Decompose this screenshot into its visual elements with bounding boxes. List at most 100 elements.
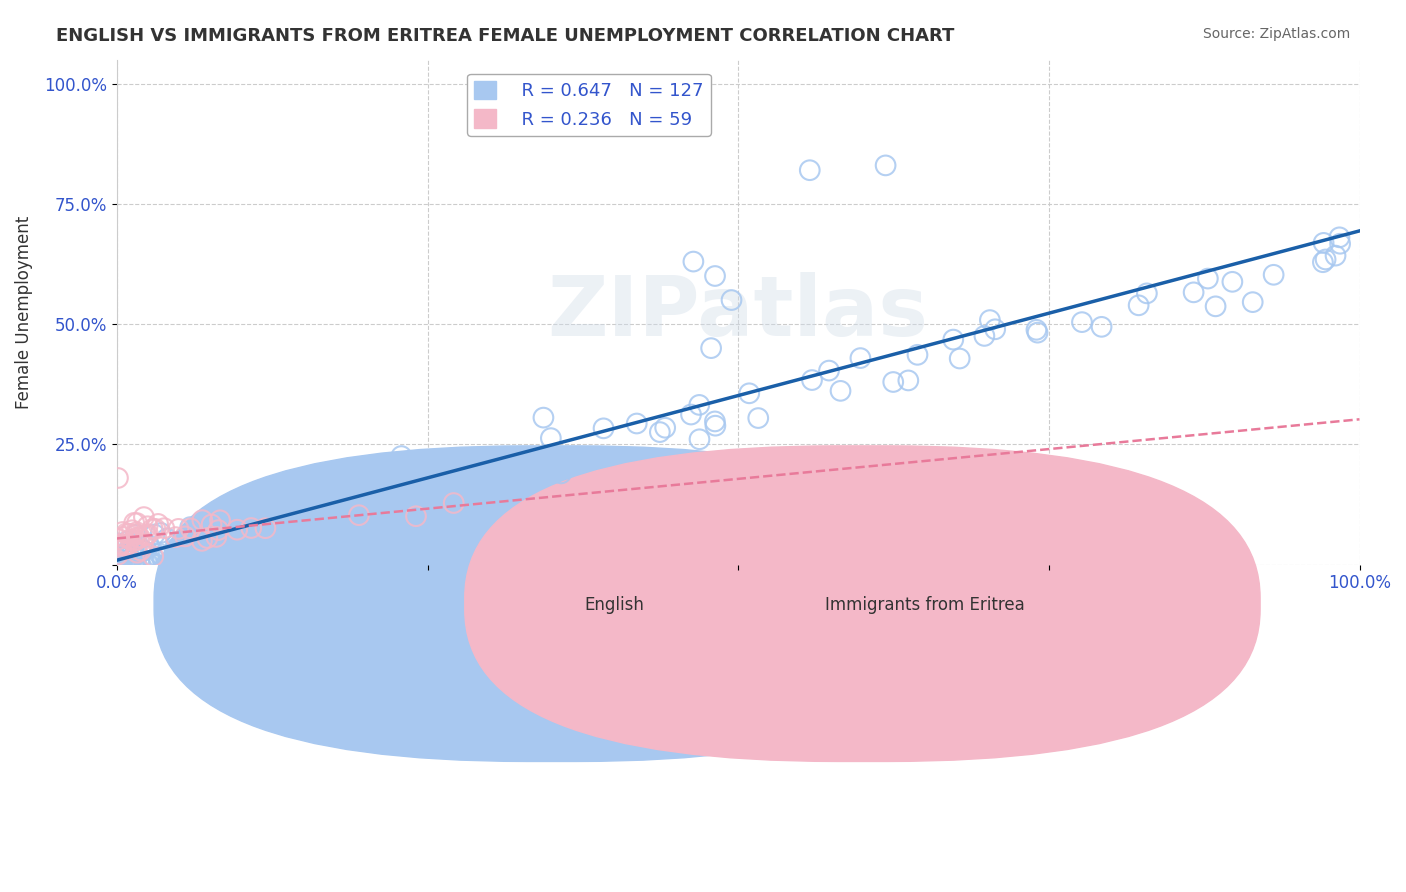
English — [146, 549, 169, 564]
English — [264, 508, 287, 523]
Immigrants from Eritrea — [111, 524, 134, 539]
English — [165, 541, 187, 556]
English — [1329, 230, 1351, 244]
English — [132, 543, 155, 558]
English — [799, 163, 821, 178]
English — [128, 552, 150, 566]
English — [1315, 252, 1337, 267]
Immigrants from Eritrea — [107, 548, 129, 562]
Immigrants from Eritrea — [347, 508, 370, 523]
Text: ZIPatlas: ZIPatlas — [548, 271, 929, 352]
Immigrants from Eritrea — [153, 521, 176, 535]
English — [907, 348, 929, 362]
Immigrants from Eritrea — [180, 521, 202, 535]
English — [142, 558, 165, 572]
Text: English: English — [583, 596, 644, 614]
Immigrants from Eritrea — [125, 516, 148, 530]
Immigrants from Eritrea — [132, 510, 155, 524]
English — [235, 508, 257, 522]
English — [108, 549, 131, 563]
English — [849, 351, 872, 365]
English — [238, 522, 260, 536]
English — [115, 558, 138, 572]
Immigrants from Eritrea — [695, 459, 717, 474]
English — [738, 386, 761, 401]
English — [897, 373, 920, 387]
Immigrants from Eritrea — [118, 526, 141, 541]
English — [186, 526, 208, 541]
English — [159, 558, 181, 572]
English — [136, 558, 159, 572]
English — [949, 351, 972, 366]
English — [165, 538, 187, 552]
English — [679, 408, 702, 422]
English — [704, 418, 727, 433]
English — [1128, 298, 1150, 312]
English — [704, 268, 727, 283]
Immigrants from Eritrea — [714, 472, 737, 486]
Immigrants from Eritrea — [142, 549, 165, 564]
English — [166, 558, 188, 572]
English — [117, 534, 139, 549]
English — [143, 558, 166, 572]
English — [409, 467, 432, 481]
English — [875, 158, 897, 172]
Immigrants from Eritrea — [125, 533, 148, 548]
English — [1071, 315, 1094, 329]
English — [389, 449, 412, 463]
English — [444, 471, 467, 485]
English — [1324, 249, 1347, 263]
English — [115, 549, 138, 563]
English — [1312, 255, 1334, 269]
English — [110, 558, 132, 572]
Immigrants from Eritrea — [226, 523, 249, 537]
English — [540, 431, 562, 445]
English — [533, 410, 555, 425]
Immigrants from Eritrea — [108, 538, 131, 552]
Immigrants from Eritrea — [167, 522, 190, 536]
Immigrants from Eritrea — [240, 521, 263, 535]
English — [166, 549, 188, 564]
English — [703, 414, 725, 428]
Immigrants from Eritrea — [114, 539, 136, 553]
Immigrants from Eritrea — [191, 533, 214, 548]
English — [689, 432, 711, 446]
Immigrants from Eritrea — [120, 532, 142, 546]
English — [682, 254, 704, 268]
English — [143, 557, 166, 571]
English — [122, 544, 145, 558]
Immigrants from Eritrea — [125, 525, 148, 540]
English — [979, 313, 1001, 327]
English — [1329, 236, 1351, 251]
English — [112, 546, 135, 560]
Text: Source: ZipAtlas.com: Source: ZipAtlas.com — [1202, 27, 1350, 41]
English — [1241, 295, 1264, 310]
Immigrants from Eritrea — [135, 529, 157, 543]
English — [460, 480, 482, 494]
English — [1026, 326, 1049, 340]
English — [143, 552, 166, 566]
Immigrants from Eritrea — [564, 500, 586, 514]
English — [374, 487, 396, 501]
Immigrants from Eritrea — [129, 543, 152, 558]
English — [440, 466, 463, 480]
Immigrants from Eritrea — [135, 528, 157, 542]
English — [413, 494, 436, 508]
Immigrants from Eritrea — [145, 522, 167, 536]
English — [396, 488, 419, 502]
English — [1090, 319, 1112, 334]
English — [110, 553, 132, 567]
Immigrants from Eritrea — [200, 517, 222, 532]
English — [129, 558, 152, 572]
English — [1205, 299, 1227, 313]
English — [550, 467, 572, 481]
Immigrants from Eritrea — [128, 530, 150, 544]
Immigrants from Eritrea — [122, 534, 145, 549]
Immigrants from Eritrea — [205, 530, 228, 544]
Immigrants from Eritrea — [146, 516, 169, 531]
English — [973, 329, 995, 343]
Immigrants from Eritrea — [125, 527, 148, 541]
Y-axis label: Female Unemployment: Female Unemployment — [15, 216, 32, 409]
Immigrants from Eritrea — [136, 519, 159, 533]
English — [461, 467, 484, 482]
